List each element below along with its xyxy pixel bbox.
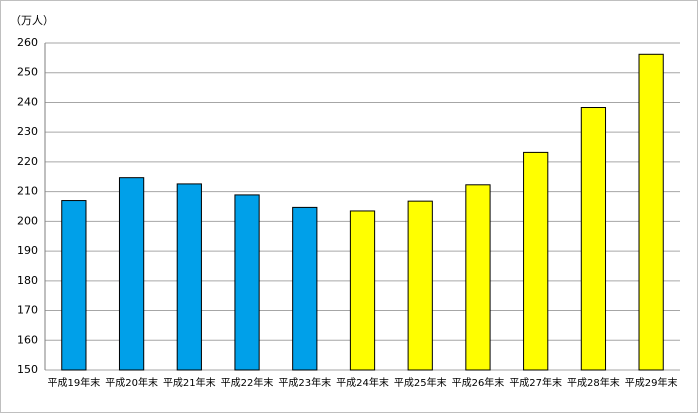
- bar: [292, 206, 318, 371]
- x-tick-label: 平成20年末: [105, 376, 158, 389]
- y-tick-label: 150: [17, 363, 38, 376]
- y-tick-label: 230: [17, 125, 38, 138]
- x-tick-label: 平成26年末: [452, 376, 505, 389]
- bar: [176, 183, 202, 371]
- bar: [234, 194, 260, 371]
- y-tick-label: 170: [17, 304, 38, 317]
- x-tick-label: 平成28年末: [567, 376, 620, 389]
- x-tick-label: 平成19年末: [47, 376, 100, 389]
- y-tick-label: 190: [17, 244, 38, 257]
- y-tick-label: 160: [17, 333, 38, 346]
- bar: [407, 200, 433, 371]
- y-tick-label: 200: [17, 214, 38, 227]
- y-tick-label: 240: [17, 95, 38, 108]
- bar: [523, 151, 549, 371]
- y-tick-label: 180: [17, 274, 38, 287]
- x-tick-label: 平成21年末: [163, 376, 216, 389]
- x-tick-label: 平成24年末: [336, 376, 389, 389]
- x-tick-label: 平成22年末: [221, 376, 274, 389]
- bar: [118, 177, 145, 371]
- x-tick-label: 平成29年末: [625, 376, 678, 389]
- y-tick-label: 250: [17, 66, 38, 79]
- x-tick-label: 平成27年末: [509, 376, 562, 389]
- bar: [580, 107, 607, 371]
- y-tick-label: 260: [17, 36, 38, 49]
- bar: [61, 200, 87, 371]
- bar: [465, 184, 491, 371]
- bar: [349, 210, 376, 371]
- y-tick-label: 220: [17, 155, 38, 168]
- y-unit-label: （万人）: [10, 14, 54, 27]
- x-tick-label: 平成25年末: [394, 376, 447, 389]
- y-tick-label: 210: [17, 185, 38, 198]
- x-tick-label: 平成23年末: [278, 376, 331, 389]
- bar: [638, 53, 664, 371]
